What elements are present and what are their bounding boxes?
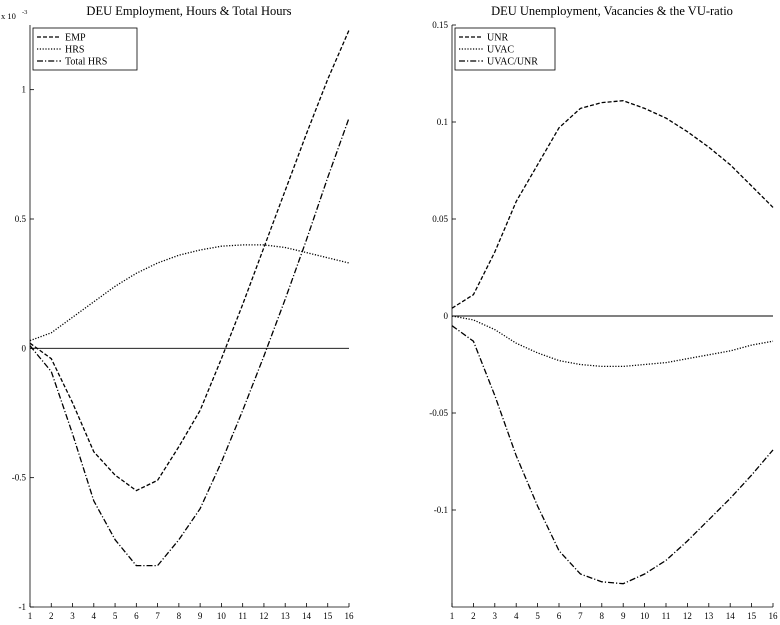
y-exponent-label: x 10	[1, 11, 16, 21]
x-tick-label: 3	[493, 611, 498, 621]
x-tick-label: 14	[726, 611, 736, 621]
x-tick-label: 2	[471, 611, 476, 621]
x-tick-label: 4	[92, 611, 97, 621]
series-line-hrs	[29, 244, 350, 342]
series-line-uvac-unr	[451, 325, 774, 585]
legend-label: HRS	[65, 45, 84, 56]
x-tick-label: 15	[323, 611, 333, 621]
x-tick-label: 9	[621, 611, 626, 621]
x-tick-label: 16	[345, 611, 355, 621]
chart-title: DEU Employment, Hours & Total Hours	[86, 4, 291, 18]
y-tick-label: 0.15	[432, 20, 448, 30]
x-tick-label: 8	[600, 611, 605, 621]
legend-label: EMP	[65, 33, 86, 44]
x-tick-label: 4	[514, 611, 519, 621]
y-tick-label: 1	[22, 85, 27, 95]
series-line-uvac	[451, 315, 774, 368]
y-tick-label: 0	[444, 311, 449, 321]
y-tick-label: -0.05	[429, 408, 448, 418]
legend-label: UVAC	[487, 45, 514, 56]
x-tick-label: 11	[662, 611, 671, 621]
y-tick-label: -0.5	[12, 473, 27, 483]
x-tick-label: 3	[70, 611, 75, 621]
y-tick-label: 0	[22, 343, 27, 353]
x-tick-label: 5	[535, 611, 540, 621]
series-line-emp	[29, 29, 350, 492]
x-tick-label: 7	[578, 611, 583, 621]
x-tick-label: 14	[302, 611, 312, 621]
x-tick-label: 6	[557, 611, 562, 621]
y-tick-label: -0.1	[434, 505, 448, 515]
x-tick-label: 1	[28, 611, 33, 621]
x-tick-label: 12	[259, 611, 268, 621]
series-line-total-hrs	[29, 117, 350, 567]
x-tick-label: 10	[217, 611, 227, 621]
x-tick-label: 10	[640, 611, 650, 621]
x-tick-label: 12	[683, 611, 692, 621]
y-tick-label: 0.05	[432, 214, 448, 224]
y-exponent-power: -3	[22, 9, 27, 16]
legend-label: UNR	[487, 33, 508, 44]
legend-label: UVAC/UNR	[487, 57, 538, 68]
x-tick-label: 11	[238, 611, 247, 621]
y-tick-label: -1	[19, 602, 27, 612]
x-tick-label: 15	[747, 611, 757, 621]
legend-label: Total HRS	[65, 57, 107, 68]
x-tick-label: 2	[49, 611, 54, 621]
chart-title: DEU Unemployment, Vacancies & the VU-rat…	[491, 4, 733, 18]
legend-box	[32, 27, 138, 71]
legend-box	[454, 27, 556, 71]
y-tick-label: 0.1	[437, 117, 448, 127]
chart-2: DEU Unemployment, Vacancies & the VU-rat…	[429, 4, 778, 621]
x-tick-label: 13	[281, 611, 291, 621]
y-tick-label: 0.5	[15, 214, 27, 224]
x-tick-label: 13	[704, 611, 714, 621]
x-tick-label: 9	[198, 611, 203, 621]
x-tick-label: 1	[450, 611, 455, 621]
x-tick-label: 16	[769, 611, 779, 621]
x-tick-label: 7	[155, 611, 160, 621]
series-line-unr	[451, 100, 774, 309]
x-tick-label: 8	[177, 611, 182, 621]
x-tick-label: 5	[113, 611, 118, 621]
x-tick-label: 6	[134, 611, 139, 621]
